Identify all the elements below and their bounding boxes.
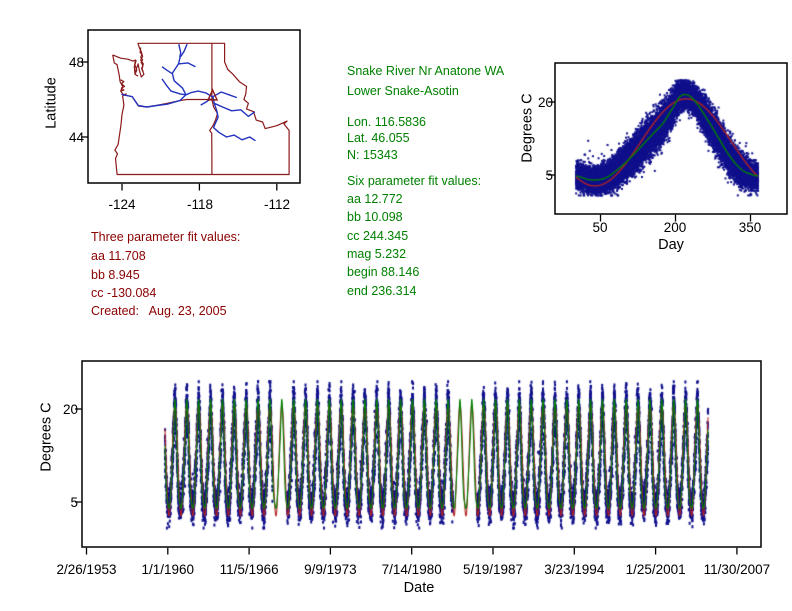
seasonal-y-tick-label: 5 [545, 168, 553, 183]
timeseries-x-tick-label: 11/30/2007 [703, 562, 771, 577]
station-basin: Lower Snake-Asotin [347, 84, 459, 98]
river [178, 62, 196, 68]
three-param-header: Three parameter fit values: [91, 230, 241, 244]
timeseries-x-tick-label: 9/9/1973 [304, 562, 357, 577]
state-border [120, 79, 126, 92]
six-param-mag: mag 5.232 [347, 247, 407, 261]
six-param-begin: begin 88.146 [347, 265, 420, 279]
station-name: Snake River Nr Anatone WA [347, 64, 505, 78]
state-border [139, 47, 144, 72]
seasonal-plot-box [554, 62, 788, 215]
state-border [112, 42, 290, 176]
river [213, 102, 256, 118]
timeseries-y-axis-title: Degrees C [38, 402, 55, 472]
map-x-tick-label: -118 [186, 197, 214, 212]
six-param-aa: aa 12.772 [347, 192, 403, 206]
six-param-cc: cc 244.345 [347, 229, 409, 243]
timeseries-x-tick-label: 1/25/2001 [625, 562, 686, 577]
six-param-end: end 236.314 [347, 284, 417, 298]
map-y-tick-label: 44 [68, 130, 84, 145]
state-border [123, 94, 212, 108]
river [161, 78, 187, 96]
timeseries-y-tick-label: 5 [70, 495, 78, 510]
six-param-bb: bb 10.098 [347, 210, 403, 224]
timeseries-x-tick-label: 2/26/1953 [56, 562, 117, 577]
seasonal-x-tick-label: 50 [592, 220, 608, 235]
river [178, 44, 182, 58]
timeseries-x-tick-label: 11/5/1966 [219, 562, 279, 577]
timeseries-x-tick-label: 3/23/1994 [544, 562, 605, 577]
river [121, 43, 188, 108]
state-border [134, 59, 139, 77]
seasonal-y-tick-label: 20 [537, 95, 553, 110]
station-marker-triangle [206, 88, 219, 101]
station-longitude: Lon. 116.5836 [347, 115, 427, 129]
seasonal-x-tick-label: 350 [738, 220, 762, 235]
station-latitude: Lat. 46.055 [347, 131, 410, 145]
timeseries-plot-box [81, 360, 762, 548]
map-x-tick-label: -124 [108, 197, 136, 212]
timeseries-x-tick-label: 7/14/1980 [381, 562, 442, 577]
seasonal-x-tick-label: 200 [663, 220, 687, 235]
three-param-aa: aa 11.708 [91, 249, 146, 263]
created-date: Created: Aug. 23, 2005 [91, 304, 227, 318]
map-plot-box [87, 29, 301, 184]
map-y-axis-title: Latitude [43, 77, 60, 129]
timeseries-y-tick-label: 20 [62, 402, 78, 417]
river [161, 66, 173, 75]
state-border [209, 99, 219, 175]
seasonal-x-axis-title: Day [658, 237, 684, 253]
timeseries-x-tick-label: 1/1/1960 [141, 562, 195, 577]
three-param-bb: bb 8.945 [91, 268, 140, 282]
map-y-tick-label: 48 [68, 55, 84, 70]
river [212, 91, 238, 99]
timeseries-x-axis-title: Date [403, 580, 435, 596]
river [185, 90, 214, 98]
timeseries-scatter-canvas [83, 362, 760, 546]
seasonal-scatter-canvas [556, 64, 786, 213]
seasonal-y-axis-title: Degrees C [519, 93, 536, 163]
six-param-header: Six parameter fit values: [347, 174, 482, 188]
timeseries-x-tick-label: 5/19/1987 [462, 562, 524, 577]
three-param-cc: cc -130.084 [91, 286, 157, 300]
map-x-tick-label: -112 [263, 197, 291, 212]
river [212, 96, 256, 142]
station-sample-count: N: 15343 [347, 148, 398, 162]
